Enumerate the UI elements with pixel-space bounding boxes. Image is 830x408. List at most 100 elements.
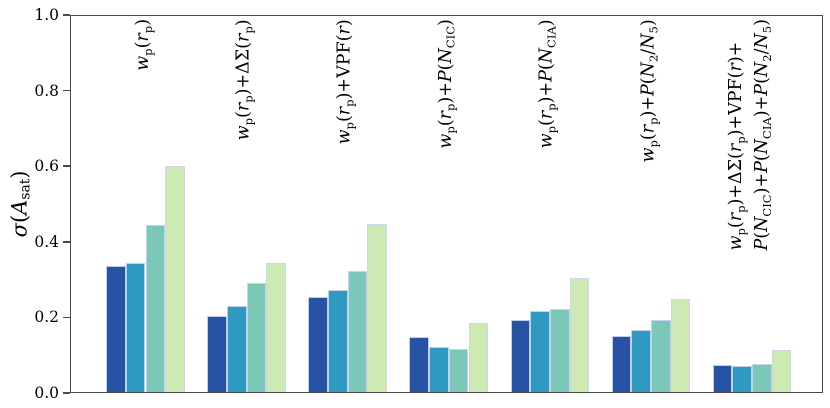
math-segment: (: [638, 132, 659, 140]
math-segment: /: [638, 48, 659, 55]
math-segment: ): [436, 96, 457, 104]
math-segment: (: [132, 41, 153, 49]
y-tick-label: 0.0: [34, 384, 59, 402]
bar-group5-bar-3: [549, 308, 570, 393]
category-label-2: wp(rp)+ΔΣ(rp): [234, 19, 260, 140]
y-axis-label: σ(Asat): [7, 171, 33, 238]
category-label-line: wp(rp)+ΔΣ(rp)+VPF(r)+: [726, 19, 752, 251]
y-tick-mark: [63, 89, 70, 92]
math-segment: r: [334, 106, 355, 115]
math-segment: +ΔΣ(: [233, 41, 254, 89]
math-segment: (: [751, 231, 772, 239]
math-segment: +ΔΣ(: [726, 152, 747, 199]
math-segment: p: [443, 103, 458, 111]
math-segment: N: [638, 32, 659, 49]
math-segment: p: [241, 25, 256, 34]
math-segment: (: [537, 118, 558, 126]
math-segment: ): [726, 129, 747, 137]
math-segment: P: [751, 238, 772, 251]
math-segment: p: [645, 139, 660, 147]
bar-group5-bar-2: [530, 311, 550, 393]
math-segment: N: [751, 138, 772, 155]
math-segment: P: [436, 69, 457, 82]
math-segment: +: [638, 95, 659, 111]
math-segment: +: [436, 81, 457, 97]
category-label-line: P(NCIC)+P(NCIA)+P(N2/N5): [752, 19, 778, 251]
math-segment: r: [537, 110, 558, 119]
bar-group2-bar-4: [266, 263, 286, 393]
math-segment: r: [726, 63, 747, 72]
bar-group6-bar-1: [611, 336, 632, 393]
category-label-line: wp(rp)+ΔΣ(rp): [234, 19, 260, 140]
math-segment: w: [638, 146, 659, 162]
y-tick-label: 0.4: [34, 232, 59, 251]
bar-group7-bar-1: [712, 365, 733, 393]
math-segment: ): [334, 18, 355, 26]
math-segment: r: [233, 33, 254, 42]
math-segment: P: [751, 161, 772, 173]
math-segment: N: [638, 61, 659, 77]
bar-group3-bar-4: [367, 223, 388, 393]
bar-group4-bar-3: [448, 348, 469, 393]
math-segment: N: [751, 33, 772, 49]
bar-group2-bar-2: [226, 306, 247, 393]
math-segment: (: [436, 63, 457, 70]
y-tick-mark: [63, 165, 70, 167]
math-segment: +: [537, 81, 558, 97]
math-segment: 5: [645, 25, 660, 33]
category-label-line: wp(rp)+P(NCIA): [537, 19, 563, 148]
category-label-7: wp(rp)+ΔΣ(rp)+VPF(r)+ P(NCIC)+P(NCIA)+P(N…: [726, 19, 778, 251]
y-tick-label: 1.0: [34, 6, 59, 24]
math-segment: /: [751, 48, 772, 55]
math-segment: r: [132, 33, 153, 42]
math-segment: ): [726, 198, 747, 206]
bar-group2-bar-1: [207, 315, 227, 393]
math-segment: )+: [751, 172, 772, 195]
bar-group5-bar-1: [510, 320, 531, 393]
math-segment: (: [436, 118, 457, 126]
math-segment: r: [726, 212, 747, 222]
math-segment: r: [638, 124, 659, 133]
math-segment: CIC: [443, 25, 458, 48]
math-segment: p: [733, 228, 748, 236]
math-segment: p: [733, 136, 748, 144]
category-label-4: wp(rp)+P(NCIC): [436, 19, 462, 148]
math-segment: sat: [16, 178, 33, 200]
math-segment: )+: [726, 41, 747, 64]
bar-group1-bar-4: [165, 166, 185, 393]
bar-group4-bar-2: [429, 346, 449, 393]
math-segment: p: [443, 125, 458, 134]
category-label-line: wp(rp): [133, 19, 159, 71]
bar-group1-bar-2: [125, 262, 146, 393]
math-segment: w: [132, 55, 153, 71]
math-segment: CIA: [544, 25, 559, 48]
math-segment: (: [751, 77, 772, 84]
math-segment: ): [537, 18, 558, 26]
y-tick-label: 0.2: [34, 308, 59, 327]
math-segment: N: [436, 47, 457, 64]
math-segment: p: [342, 121, 357, 129]
math-segment: +VPF(: [726, 71, 747, 130]
math-segment: p: [342, 98, 357, 107]
math-segment: w: [537, 132, 558, 148]
bar-group7-bar-2: [732, 365, 753, 393]
math-segment: ): [638, 110, 659, 117]
math-segment: p: [241, 117, 256, 125]
math-segment: p: [241, 94, 256, 103]
math-segment: (: [537, 62, 558, 70]
bar-group6-bar-3: [651, 320, 671, 393]
math-segment: p: [544, 102, 559, 111]
y-tick-mark: [63, 241, 70, 243]
math-segment: ): [537, 96, 558, 103]
category-label-1: wp(rp): [133, 19, 159, 71]
y-tick-mark: [63, 14, 70, 16]
math-segment: (: [334, 114, 355, 122]
math-segment: CIC: [759, 194, 774, 217]
math-segment: CIA: [759, 117, 774, 139]
category-label-line: wp(rp)+VPF(r): [335, 19, 361, 144]
math-segment: +VPF(: [334, 34, 355, 93]
math-segment: (: [751, 154, 772, 162]
math-segment: ): [233, 88, 254, 95]
bar-group5-bar-4: [569, 278, 590, 393]
